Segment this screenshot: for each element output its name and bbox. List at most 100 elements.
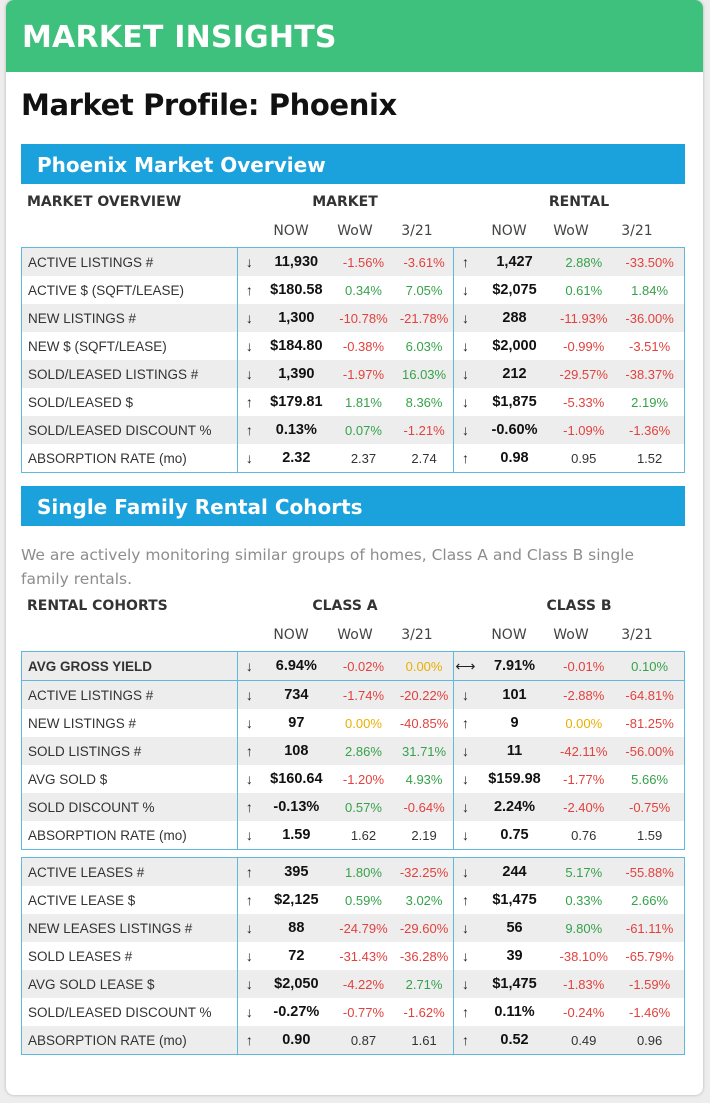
trend-arrow-icon: ↓ bbox=[453, 942, 477, 970]
row-label: SOLD/LEASED DISCOUNT % bbox=[20, 416, 238, 444]
now-value: $180.58 bbox=[270, 282, 323, 298]
cohorts-label-header: RENTAL COHORTS bbox=[27, 598, 168, 614]
trend-arrow-icon: ↑ bbox=[237, 416, 261, 444]
table-row: SOLD/LEASED DISCOUNT % ↑ 0.13% 0.07% -1.21% ↓… bbox=[20, 416, 686, 444]
now-value: 395 bbox=[260, 857, 332, 886]
banner: MARKET INSIGHTS bbox=[6, 0, 703, 72]
since-3-21-change: -21.78% bbox=[394, 304, 454, 332]
table-row: SOLD LEASES # ↓ 72 -31.43% -36.28% ↓ 39 -38.10%… bbox=[20, 942, 686, 970]
row-label: AVG GROSS YIELD bbox=[20, 651, 238, 681]
since-3-21-change: -56.00% bbox=[615, 737, 686, 765]
since-3-21-change: -38.37% bbox=[615, 360, 686, 388]
wow-change: 1.81% bbox=[345, 394, 382, 410]
col-wow: WoW bbox=[553, 627, 589, 643]
trend-arrow-icon: ↑ bbox=[237, 1026, 261, 1055]
cohort-lease-table: ACTIVE LEASES # ↑ 395 1.80% -32.25% ↓ 244 5.17%… bbox=[20, 857, 686, 1055]
wow-change: -1.56% bbox=[332, 247, 395, 276]
row-label: NEW LISTINGS # bbox=[20, 709, 238, 737]
overview-section-title: Phoenix Market Overview bbox=[21, 144, 685, 184]
since-3-21-change: 1.59 bbox=[615, 821, 686, 850]
trend-arrow-icon: ↑ bbox=[453, 247, 477, 276]
now-value: 0.52 bbox=[476, 1026, 553, 1055]
page-title: Market Profile: Phoenix bbox=[21, 88, 397, 122]
since-3-21-change: 2.19% bbox=[615, 388, 686, 416]
table-row: AVG SOLD $ ↓ $160.64 -1.20% 4.93% ↓ $159.98 -1.… bbox=[20, 765, 686, 793]
wow-change: 2.88% bbox=[552, 247, 616, 276]
wow-change: -24.79% bbox=[332, 914, 395, 942]
trend-arrow-icon: ↓ bbox=[237, 360, 261, 388]
trend-arrow-icon: ↓ bbox=[453, 680, 477, 709]
now-value: 0.11% bbox=[494, 1004, 535, 1020]
since-3-21-change: 0.10% bbox=[615, 651, 686, 681]
since-3-21-change: -1.21% bbox=[394, 416, 454, 444]
col-wow: WoW bbox=[337, 627, 373, 643]
table-row: SOLD/LEASED LISTINGS # ↓ 1,390 -1.97% 16.03%… bbox=[20, 360, 686, 388]
wow-change: -4.22% bbox=[332, 970, 395, 998]
wow-change: -2.40% bbox=[552, 793, 616, 821]
table-row: AVG SOLD LEASE $ ↓ $2,050 -4.22% 2.71% ↓ $1,47… bbox=[20, 970, 686, 998]
trend-arrow-icon: ↓ bbox=[237, 821, 261, 850]
trend-arrow-icon: ↑ bbox=[237, 886, 261, 914]
now-value: $159.98 bbox=[488, 771, 541, 787]
since-3-21-change: -32.25% bbox=[394, 857, 454, 886]
trend-arrow-icon: ↓ bbox=[237, 765, 261, 793]
since-3-21-change: -33.50% bbox=[615, 247, 686, 276]
now-value: 11,930 bbox=[260, 247, 332, 276]
wow-change: -10.78% bbox=[332, 304, 395, 332]
wow-change: -0.99% bbox=[563, 338, 605, 354]
wow-change: 0.00% bbox=[345, 715, 382, 731]
wow-change: 0.87 bbox=[332, 1026, 395, 1055]
trend-arrow-icon: ↓ bbox=[237, 942, 261, 970]
wow-change: 0.33% bbox=[565, 892, 603, 908]
row-label: ACTIVE LISTINGS # bbox=[20, 680, 238, 709]
trend-arrow-icon: ↓ bbox=[453, 857, 477, 886]
overview-market-header: MARKET bbox=[312, 194, 378, 210]
wow-change: -0.02% bbox=[332, 651, 395, 681]
trend-arrow-icon: ↓ bbox=[237, 709, 261, 737]
trend-arrow-icon: ↑ bbox=[453, 1026, 477, 1055]
now-value: 9 bbox=[510, 715, 519, 731]
now-value: 2.24% bbox=[476, 793, 553, 821]
row-label: ACTIVE $ (SQFT/LEASE) bbox=[20, 276, 238, 304]
since-3-21-change: 3.02% bbox=[405, 892, 443, 908]
trend-arrow-icon: ↓ bbox=[453, 737, 477, 765]
overview-table: ACTIVE LISTINGS # ↓ 11,930 -1.56% -3.61% ↑ 1,4… bbox=[20, 247, 686, 473]
table-row: ACTIVE LEASE $ ↑ $2,125 0.59% 3.02% ↑ $1,475 0.… bbox=[20, 886, 686, 914]
now-value: 11 bbox=[476, 737, 553, 765]
now-value: 244 bbox=[476, 857, 553, 886]
wow-change: 0.61% bbox=[565, 282, 603, 298]
wow-change: -29.57% bbox=[552, 360, 616, 388]
table-row: ABSORPTION RATE (mo) ↑ 0.90 0.87 1.61 ↑ 0.52 0.… bbox=[20, 1026, 686, 1055]
now-value: $1,475 bbox=[476, 970, 553, 998]
now-value: 1,390 bbox=[260, 360, 332, 388]
now-value: 734 bbox=[260, 680, 332, 709]
row-label: NEW $ (SQFT/LEASE) bbox=[20, 332, 238, 360]
row-label: NEW LISTINGS # bbox=[20, 304, 238, 332]
row-label: SOLD LISTINGS # bbox=[20, 737, 238, 765]
trend-arrow-icon: ↓ bbox=[453, 388, 477, 416]
since-3-21-change: 16.03% bbox=[394, 360, 454, 388]
now-value: 0.98 bbox=[476, 444, 553, 473]
row-label: AVG SOLD LEASE $ bbox=[20, 970, 238, 998]
now-value: $2,075 bbox=[492, 282, 537, 298]
row-label: SOLD/LEASED $ bbox=[20, 388, 238, 416]
trend-arrow-icon: ↓ bbox=[453, 914, 477, 942]
wow-change: -0.01% bbox=[552, 651, 616, 681]
row-label: SOLD LEASES # bbox=[20, 942, 238, 970]
trend-arrow-icon: ↓ bbox=[453, 332, 477, 360]
since-3-21-change: 7.05% bbox=[405, 282, 443, 298]
cohorts-description: We are actively monitoring similar group… bbox=[21, 546, 635, 588]
trend-arrow-icon: ↓ bbox=[237, 247, 261, 276]
trend-arrow-icon: ↓ bbox=[237, 998, 261, 1026]
since-3-21-change: -40.85% bbox=[399, 715, 449, 731]
trend-arrow-icon: ↓ bbox=[237, 970, 261, 998]
now-value: -0.60% bbox=[476, 416, 553, 444]
now-value: 39 bbox=[506, 948, 523, 964]
wow-change: -31.43% bbox=[339, 948, 388, 964]
now-value: 56 bbox=[476, 914, 553, 942]
trend-arrow-icon: ↑ bbox=[237, 388, 261, 416]
trend-arrow-icon: ↓ bbox=[453, 821, 477, 850]
since-3-21-change: -55.88% bbox=[615, 857, 686, 886]
table-row: AVG GROSS YIELD ↓ 6.94% -0.02% 0.00% ⟷ 7.91% -0… bbox=[20, 651, 686, 681]
table-row: ACTIVE LEASES # ↑ 395 1.80% -32.25% ↓ 244 5.17%… bbox=[20, 857, 686, 886]
